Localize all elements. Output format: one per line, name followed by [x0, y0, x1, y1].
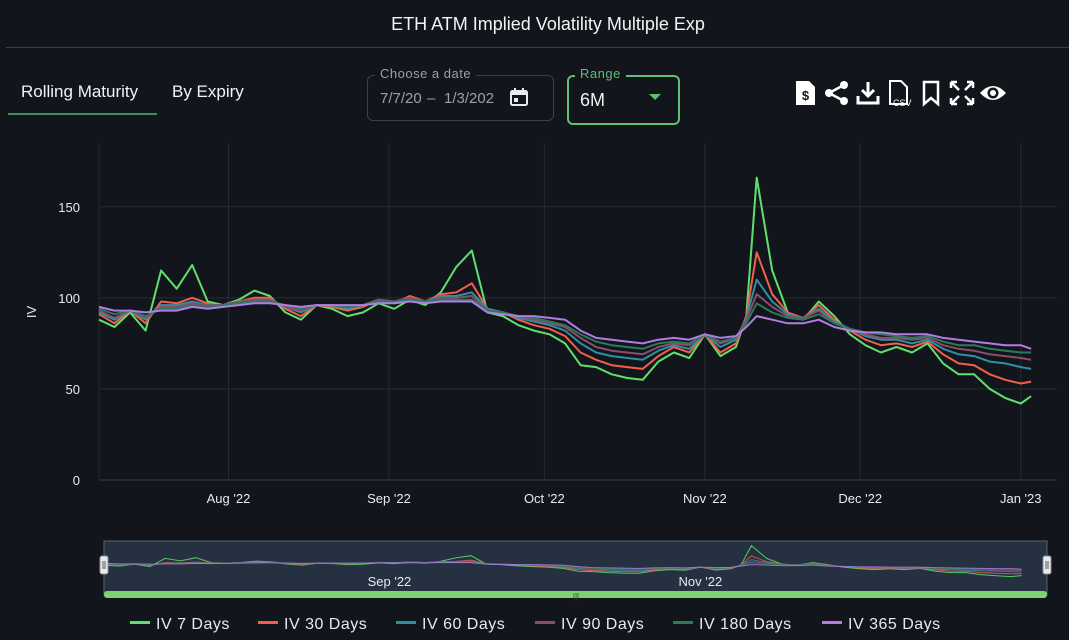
legend-swatch	[535, 621, 555, 625]
legend-swatch	[673, 621, 693, 625]
range-selected-value[interactable]: 6M	[580, 90, 606, 110]
end-date-input[interactable]: 1/3/202	[444, 90, 495, 107]
legend-label: IV 7 Days	[156, 616, 230, 633]
legend-item[interactable]: IV 7 Days	[130, 616, 230, 634]
navigator-series-6	[103, 562, 1022, 570]
legend-swatch	[822, 621, 842, 625]
legend-item[interactable]: IV 180 Days	[673, 616, 792, 634]
tab-rolling-maturity[interactable]: Rolling Maturity	[21, 82, 139, 101]
legend-item[interactable]: IV 365 Days	[822, 616, 941, 634]
csv-label: CSV	[893, 98, 912, 107]
navigator-scrollbar[interactable]	[104, 591, 1047, 598]
svg-text:$: $	[802, 88, 810, 103]
x-tick-label: Nov '22	[683, 491, 727, 506]
series-lines	[98, 176, 1032, 405]
legend-item[interactable]: IV 30 Days	[258, 616, 367, 634]
legend-swatch	[130, 621, 150, 625]
y-axis: 0 50 100 150	[58, 200, 80, 488]
chart-title: ETH ATM Implied Volatility Multiple Exp	[391, 14, 705, 34]
y-axis-label: IV	[24, 306, 39, 319]
legend-label: IV 30 Days	[284, 616, 368, 633]
csv-file-icon[interactable]: CSV	[884, 79, 912, 107]
legend-item[interactable]: IV 60 Days	[396, 616, 505, 634]
bookmark-icon[interactable]	[917, 79, 945, 107]
navigator-label: Sep '22	[368, 574, 412, 589]
x-tick-label: Aug '22	[207, 491, 251, 506]
tab-by-expiry[interactable]: By Expiry	[172, 82, 244, 101]
pricing-doc-icon[interactable]: $	[792, 79, 820, 107]
navigator-handle[interactable]	[99, 555, 109, 575]
share-icon[interactable]	[823, 79, 851, 107]
range-navigator[interactable]: Sep '22 Nov '22 |||	[99, 540, 1052, 601]
chart-grid	[98, 143, 1057, 481]
scrollbar-grip: |||	[573, 592, 579, 601]
range-label: Range	[575, 66, 626, 81]
chart-legend: IV 7 Days IV 30 Days IV 60 Days IV 90 Days I…	[0, 616, 1069, 640]
navigator-label: Nov '22	[679, 574, 723, 589]
series-line-4	[98, 293, 1032, 361]
chevron-down-icon[interactable]	[648, 93, 662, 101]
y-tick-label: 150	[58, 200, 80, 215]
y-tick-label: 50	[66, 382, 80, 397]
title-divider	[6, 47, 1069, 48]
active-tab-indicator	[8, 113, 157, 115]
navigator-series-1	[103, 544, 1022, 578]
date-picker-label: Choose a date	[375, 66, 477, 81]
legend-label: IV 365 Days	[848, 616, 941, 633]
y-tick-label: 100	[58, 291, 80, 306]
x-tick-label: Jan '23	[1000, 491, 1042, 506]
fullscreen-icon[interactable]	[948, 79, 976, 107]
legend-swatch	[396, 621, 416, 625]
navigator-handle[interactable]	[1042, 555, 1052, 575]
series-line-1	[98, 176, 1032, 405]
x-tick-label: Oct '22	[524, 491, 565, 506]
eye-icon[interactable]	[979, 79, 1007, 107]
legend-item[interactable]: IV 90 Days	[535, 616, 644, 634]
y-tick-label: 0	[73, 473, 80, 488]
series-line-5	[98, 298, 1032, 354]
calendar-icon[interactable]	[509, 87, 529, 107]
x-tick-label: Sep '22	[367, 491, 411, 506]
start-date-input[interactable]: 7/7/20	[380, 90, 422, 107]
legend-label: IV 60 Days	[422, 616, 506, 633]
series-line-6	[98, 300, 1032, 350]
legend-label: IV 180 Days	[699, 616, 792, 633]
download-icon[interactable]	[854, 79, 882, 107]
series-line-2	[98, 251, 1032, 385]
legend-swatch	[258, 621, 278, 625]
x-axis: Aug '22 Sep '22 Oct '22 Nov '22 Dec '22 Jan '…	[207, 491, 1042, 506]
x-tick-label: Dec '22	[838, 491, 882, 506]
date-separator: –	[427, 90, 436, 107]
legend-label: IV 90 Days	[561, 616, 645, 633]
